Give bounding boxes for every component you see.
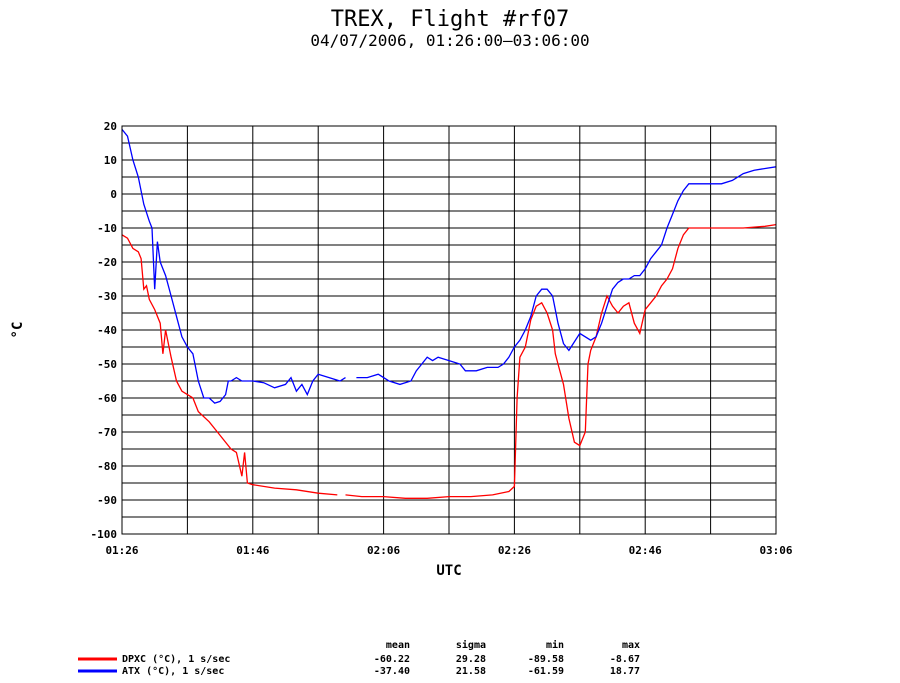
legend-label-atx: ATX (°C), 1 s/sec [122,666,225,677]
x-tick-label: 02:26 [498,544,531,557]
stat-dpxc-mean: -60.22 [373,654,410,665]
series-layer [122,128,776,499]
stat-atx-sigma: 21.58 [455,666,486,677]
stats-header-mean: mean [385,640,410,651]
y-tick-label: -50 [97,358,117,371]
y-tick-label: -90 [97,494,117,507]
x-tick-labels: 01:26 01:46 02:06 02:26 02:46 03:06 [105,544,792,557]
y-tick-label: -100 [91,528,118,541]
stat-atx-mean: -37.40 [373,666,410,677]
x-tick-label: 03:06 [759,544,792,557]
plot-frame [121,125,777,535]
legend-label-dpxc: DPXC (°C), 1 s/sec [122,654,231,665]
series-line-atx [122,128,776,404]
stats-header-sigma: sigma [455,640,486,651]
x-axis-label: UTC [436,563,461,579]
y-tick-label: -60 [97,392,117,405]
x-tick-label: 02:06 [367,544,400,557]
stat-atx-min: -61.59 [527,666,564,677]
x-tick-label: 02:46 [629,544,662,557]
y-tick-label: -70 [97,426,117,439]
stats-header-min: min [545,640,564,651]
y-tick-label: 10 [104,154,117,167]
stats-header-max: max [621,640,640,651]
y-tick-label: -80 [97,460,117,473]
y-tick-label: -30 [97,290,117,303]
stat-dpxc-min: -89.58 [527,654,564,665]
legend [78,657,117,673]
y-axis-label: °C [10,322,26,339]
y-tick-label: -40 [97,324,117,337]
y-tick-label: -20 [97,256,117,269]
x-tick-label: 01:26 [105,544,138,557]
x-tick-label: 01:46 [236,544,269,557]
stat-atx-max: 18.77 [609,666,640,677]
y-tick-label: -10 [97,222,117,235]
stat-dpxc-max: -8.67 [609,654,640,665]
y-tick-label: 20 [104,120,117,133]
y-tick-label: 0 [110,188,117,201]
stat-dpxc-sigma: 29.28 [455,654,486,665]
chart-subtitle: 04/07/2006, 01:26:00–03:06:00 [310,31,589,50]
series-line-dpxc [122,223,776,499]
chart-title: TREX, Flight #rf07 [331,7,569,32]
y-tick-labels: 20 10 0 -10 -20 -30 -40 -50 -60 -70 -80 -90 -100 [91,120,118,541]
